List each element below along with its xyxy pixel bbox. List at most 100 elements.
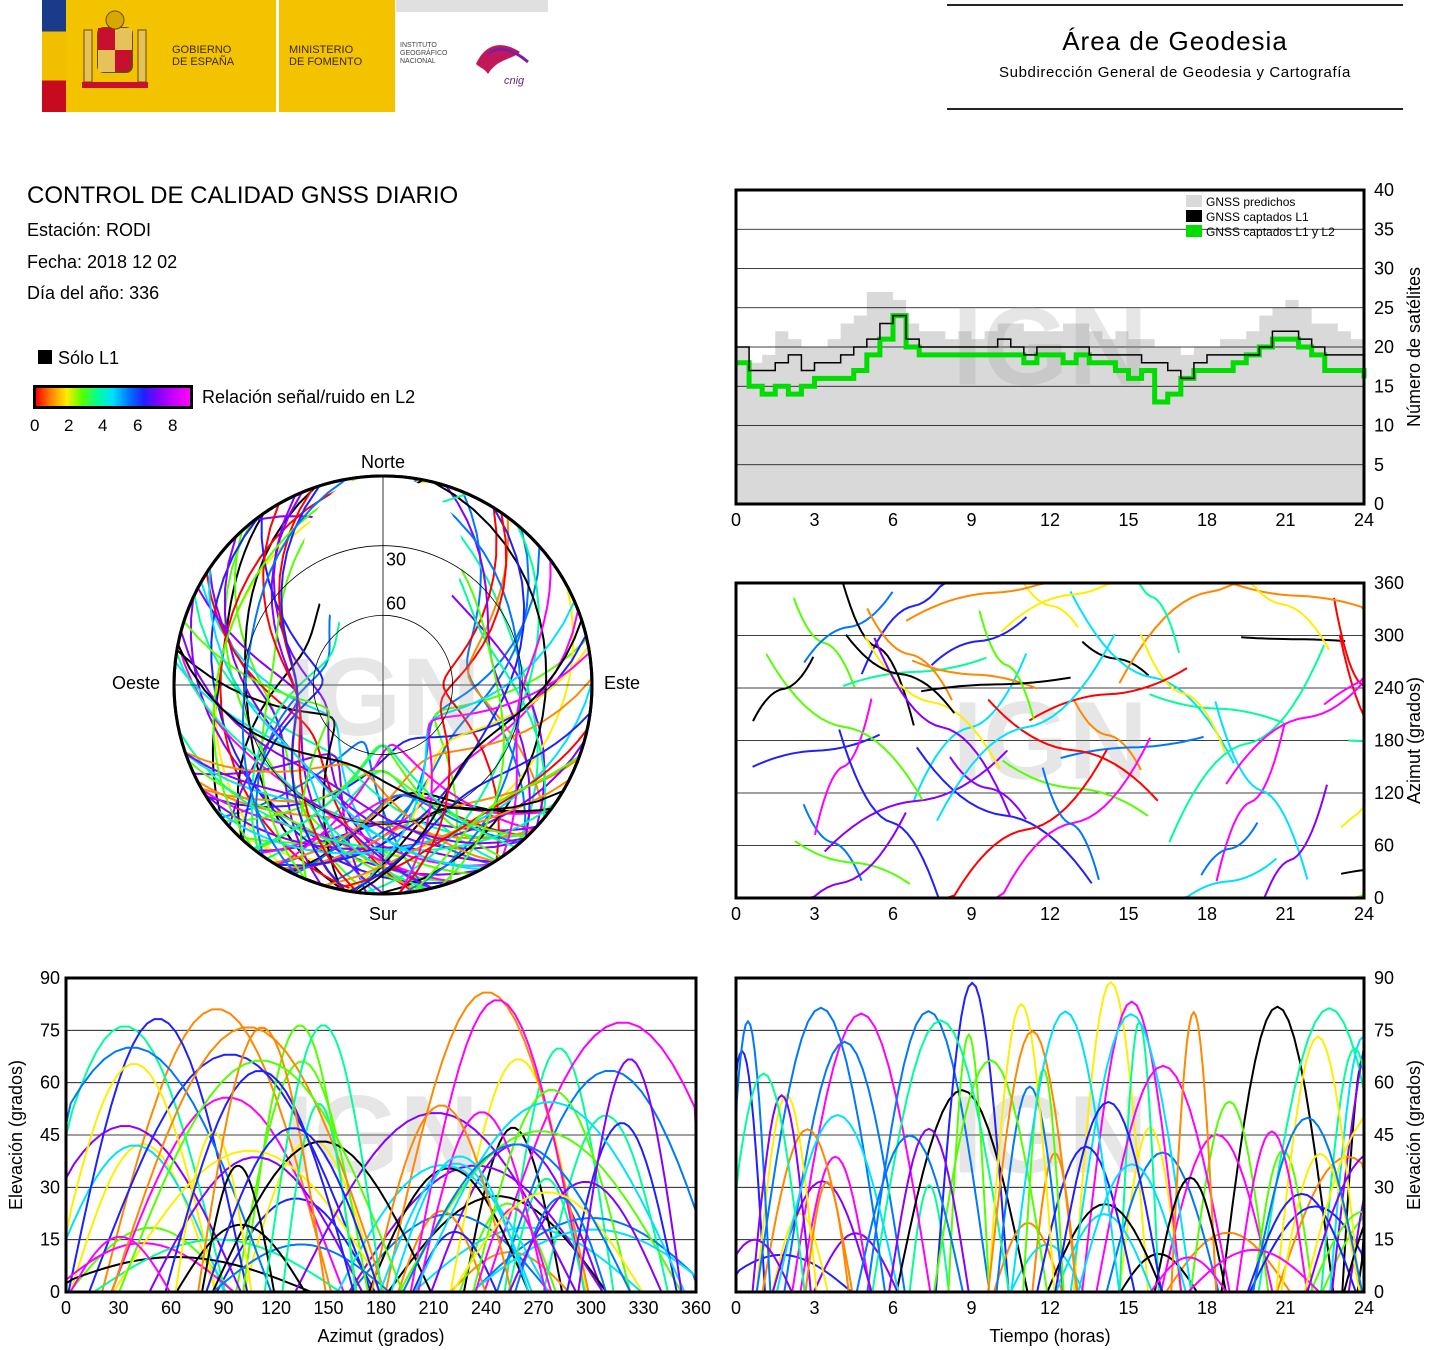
satellite-track (176, 649, 343, 891)
satellite-track (215, 1197, 376, 1293)
satellite-track (201, 789, 454, 883)
x-tick-label: 24 (1354, 904, 1374, 924)
y-tick-label: 25 (1374, 298, 1394, 318)
satellite-track (349, 712, 591, 893)
satellite-track (1150, 1256, 1228, 1293)
satellite-track (765, 653, 924, 801)
satellite-track (794, 840, 911, 885)
satellite-track (69, 1235, 171, 1293)
satellite-track (987, 1029, 1078, 1293)
satellite-track (263, 1024, 383, 1293)
plot-border (64, 976, 698, 1294)
satellite-track (1072, 980, 1149, 1293)
snr-tick: 2 (64, 416, 74, 435)
satellite-track (101, 1008, 333, 1293)
x-tick-label: 15 (1118, 510, 1138, 530)
satellite-track (735, 1072, 806, 1293)
snr-colorbar (33, 385, 193, 409)
satellite-track (873, 637, 1012, 818)
y-tick-label: 360 (1374, 573, 1404, 593)
y-axis-label: Azimut (grados) (1404, 677, 1424, 804)
satellite-track (930, 616, 1028, 666)
x-tick-label: 18 (1197, 1298, 1217, 1318)
satellite-track (1209, 582, 1365, 618)
satellite-track (1275, 1035, 1361, 1293)
x-tick-label: 9 (966, 510, 976, 530)
area-subtitle: Subdirección General de Geodesia y Carto… (999, 64, 1351, 81)
ring-label-30: 30 (386, 550, 406, 570)
satellite-track (409, 999, 586, 1293)
satellite-track (771, 1212, 829, 1293)
x-tick-label: 0 (61, 1298, 71, 1318)
ministerio-logo: MINISTERIO DE FOMENTO (279, 0, 395, 112)
y-tick-label: 300 (1374, 626, 1404, 646)
satellite-track (402, 1143, 632, 1293)
satellite-track (501, 559, 552, 857)
legend-label: GNSS captados L1 (1206, 210, 1309, 224)
ministerio-line1: MINISTERIO (289, 44, 354, 56)
skyplot-border (172, 474, 594, 896)
x-tick-label: 270 (523, 1298, 553, 1318)
legend-swatch (1186, 210, 1202, 222)
gobierno-line1: GOBIERNO (172, 44, 232, 56)
ign-line2: GEOGRÁFICO (400, 50, 448, 57)
x-tick-label: 18 (1197, 904, 1217, 924)
x-tick-label: 30 (108, 1298, 128, 1318)
y-tick-label: 15 (40, 1230, 60, 1250)
x-tick-label: 24 (1354, 1298, 1374, 1318)
satellite-track (804, 1180, 850, 1293)
y-tick-label: 60 (1374, 836, 1394, 856)
satellite-track (413, 1101, 686, 1293)
y-axis-label: Elevación (grados) (1404, 1060, 1424, 1210)
satellite-track (987, 1002, 1056, 1293)
satellite-track (470, 1228, 697, 1293)
satellite-track (281, 1103, 357, 1293)
elevation-azimuth-chart: 0 15 30 45 60 75 90 0 30 60 90 120 150 180 210 240 270 30… (6, 968, 711, 1346)
satellite-track (895, 1089, 1029, 1293)
legend-swatch (1186, 195, 1202, 207)
y-tick-label: 45 (40, 1125, 60, 1145)
satellite-track (294, 1112, 577, 1293)
x-tick-label: 0 (731, 1298, 741, 1318)
x-tick-label: 15 (1118, 1298, 1138, 1318)
satellite-track (1139, 633, 1226, 753)
satellite-track (755, 1006, 886, 1293)
y-tick-label: 30 (1374, 1177, 1394, 1197)
azimuth-time-chart: 0 60 120 180 240 300 360 0 3 6 9 12 15 18 21 24 Azimut (… (731, 573, 1424, 924)
satellite-track (197, 780, 534, 840)
y-tick-label: 180 (1374, 731, 1404, 751)
satellite-track (838, 729, 944, 899)
report-title: CONTROL DE CALIDAD GNSS DIARIO (27, 182, 459, 209)
satellite-track (839, 582, 915, 726)
satellite-track (276, 507, 526, 867)
cnig-logo-icon: cnig (476, 45, 529, 87)
satellite-track (110, 1096, 345, 1293)
satellite-track (205, 1127, 381, 1293)
ign-watermark: IGN (952, 679, 1148, 802)
satellite-track (949, 756, 1027, 820)
x-tick-label: 15 (1118, 904, 1138, 924)
x-tick-label: 3 (809, 510, 819, 530)
x-tick-label: 60 (161, 1298, 181, 1318)
y-tick-label: 0 (1374, 1282, 1384, 1302)
label-west: Oeste (112, 673, 160, 693)
satellite-track (1095, 1064, 1231, 1293)
satellite-track (1028, 667, 1188, 722)
satellite-track (814, 698, 873, 836)
label-east: Este (604, 673, 640, 693)
satellite-track (65, 1063, 218, 1293)
satellite-track (845, 634, 956, 714)
legend-swatch (1186, 225, 1202, 237)
satellite-track (842, 656, 987, 687)
satellite-track (175, 652, 430, 890)
satellite-track (1338, 634, 1365, 834)
satellite-track (1153, 1176, 1227, 1293)
satellite-track (1069, 590, 1235, 764)
x-tick-label: 6 (888, 1298, 898, 1318)
satellite-track (241, 478, 347, 877)
satellite-track (1073, 699, 1142, 771)
gobierno-logo: GOBIERNO DE ESPAÑA (66, 0, 276, 112)
satellite-track (792, 597, 856, 689)
y-tick-label: 45 (1374, 1125, 1394, 1145)
